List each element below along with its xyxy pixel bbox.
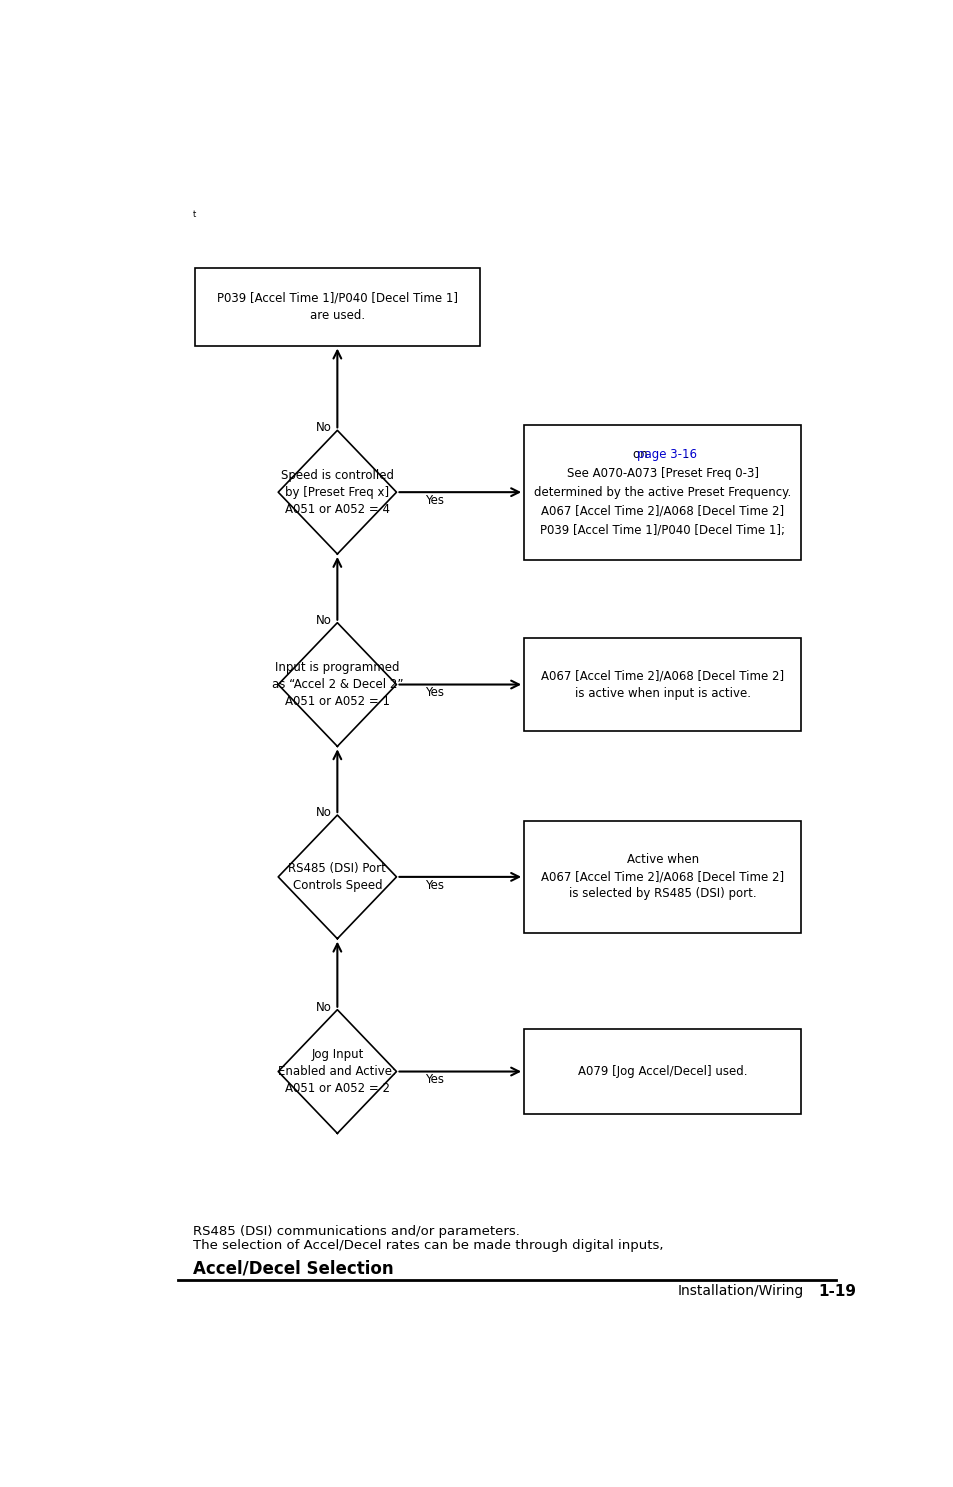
Text: RS485 (DSI) Port
Controls Speed: RS485 (DSI) Port Controls Speed: [288, 862, 386, 892]
Text: determined by the active Preset Frequency.: determined by the active Preset Frequenc…: [534, 486, 790, 498]
Text: Input is programmed
as “Accel 2 & Decel 2”
A051 or A052 = 1: Input is programmed as “Accel 2 & Decel …: [272, 662, 403, 708]
Text: Speed is controlled
by [Preset Freq x]
A051 or A052 = 4: Speed is controlled by [Preset Freq x] A…: [280, 468, 394, 516]
Text: No: No: [315, 421, 332, 434]
Text: A079 [Jog Accel/Decel] used.: A079 [Jog Accel/Decel] used.: [578, 1065, 746, 1078]
Text: .: .: [684, 448, 688, 461]
Text: Yes: Yes: [425, 879, 444, 892]
Text: Yes: Yes: [425, 687, 444, 699]
Bar: [194, 268, 479, 345]
Text: P039 [Accel Time 1]/P040 [Decel Time 1]
are used.: P039 [Accel Time 1]/P040 [Decel Time 1] …: [216, 291, 457, 321]
Text: No: No: [315, 1001, 332, 1014]
Bar: [523, 638, 801, 732]
Text: t: t: [193, 211, 196, 220]
Text: page 3-16: page 3-16: [636, 448, 696, 461]
Text: No: No: [315, 614, 332, 626]
Text: The selection of Accel/Decel rates can be made through digital inputs,: The selection of Accel/Decel rates can b…: [193, 1239, 663, 1252]
Bar: [523, 1029, 801, 1114]
Text: See A070-A073 [Preset Freq 0-3]: See A070-A073 [Preset Freq 0-3]: [566, 467, 758, 480]
Text: Jog Input
Enabled and Active:
A051 or A052 = 2: Jog Input Enabled and Active: A051 or A0…: [278, 1048, 395, 1094]
Text: No: No: [315, 806, 332, 819]
Text: RS485 (DSI) communications and/or parameters.: RS485 (DSI) communications and/or parame…: [193, 1225, 519, 1239]
Bar: [523, 821, 801, 932]
Text: P039 [Accel Time 1]/P040 [Decel Time 1];: P039 [Accel Time 1]/P040 [Decel Time 1];: [539, 523, 784, 537]
Text: Accel/Decel Selection: Accel/Decel Selection: [193, 1259, 394, 1277]
Text: Active when
A067 [Accel Time 2]/A068 [Decel Time 2]
is selected by RS485 (DSI) p: Active when A067 [Accel Time 2]/A068 [De…: [540, 854, 783, 901]
Text: 1-19: 1-19: [817, 1283, 855, 1298]
Text: A067 [Accel Time 2]/A068 [Decel Time 2]
is active when input is active.: A067 [Accel Time 2]/A068 [Decel Time 2] …: [540, 669, 783, 699]
Text: Yes: Yes: [425, 1074, 444, 1087]
Text: A067 [Accel Time 2]/A068 [Decel Time 2]: A067 [Accel Time 2]/A068 [Decel Time 2]: [540, 504, 783, 517]
Text: Installation/Wiring: Installation/Wiring: [677, 1285, 802, 1298]
Text: Yes: Yes: [425, 494, 444, 507]
Text: on: on: [633, 448, 651, 461]
Bar: [523, 425, 801, 559]
